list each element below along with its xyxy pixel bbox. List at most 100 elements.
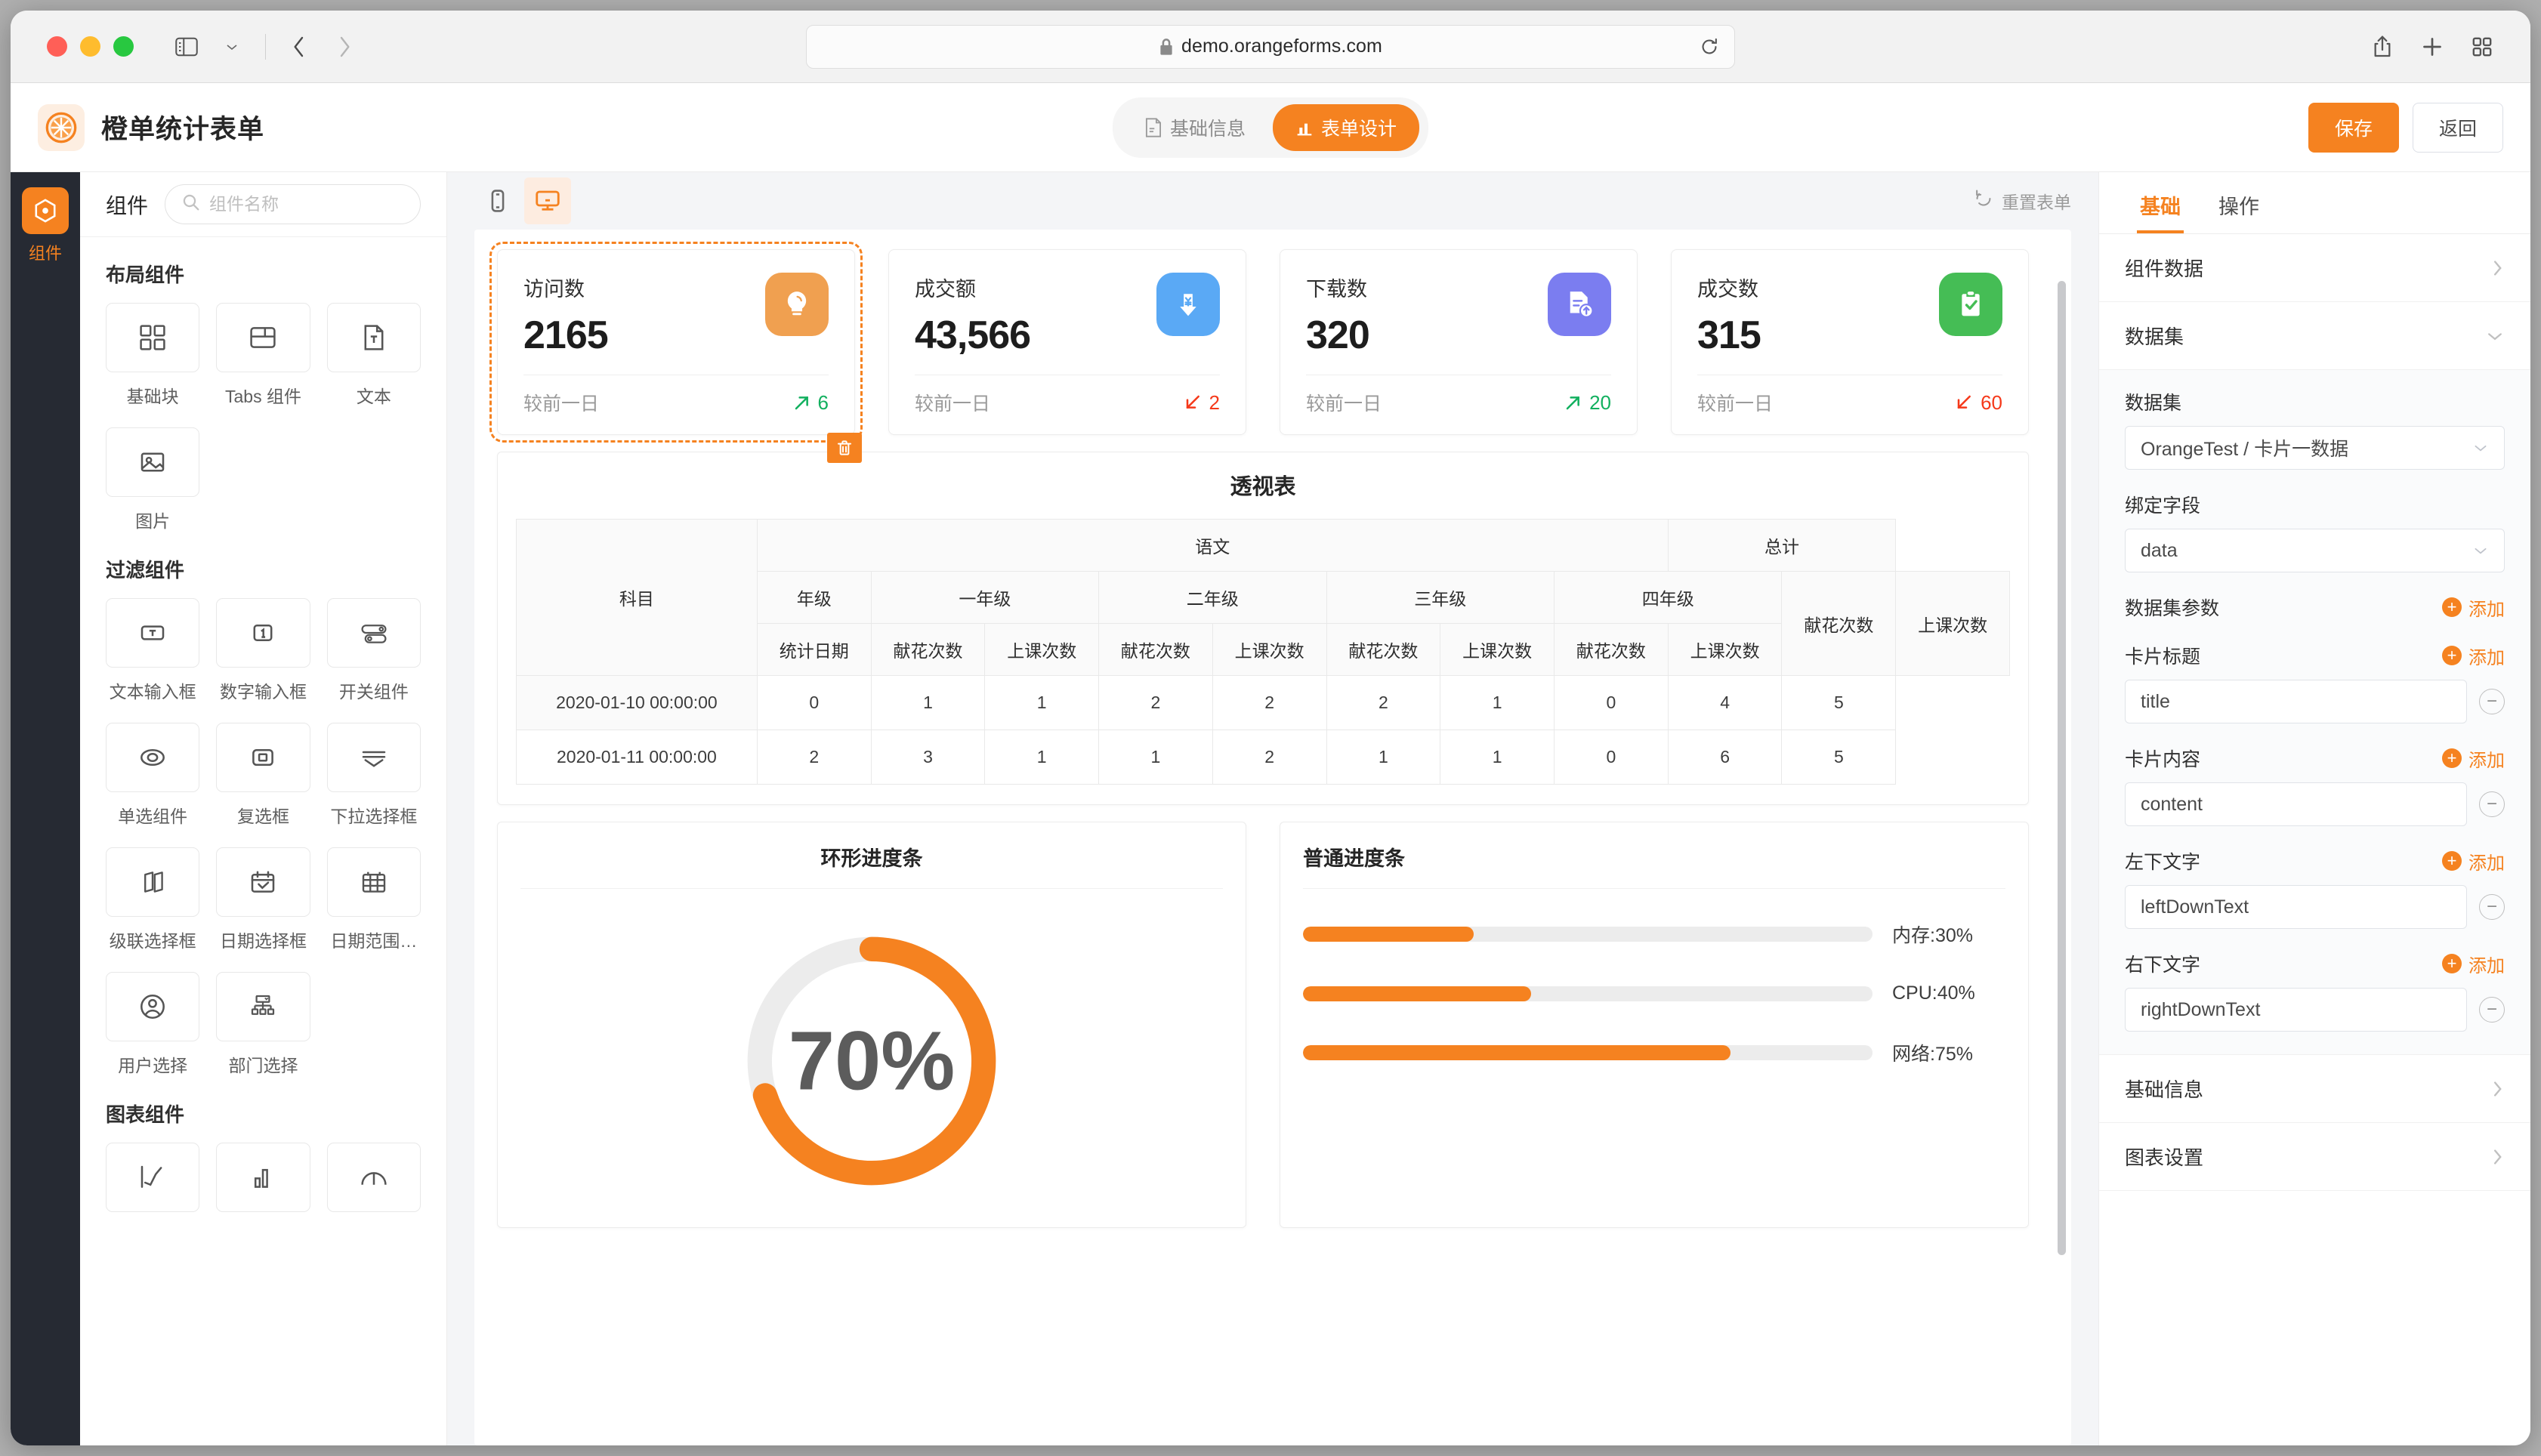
stat-card-visits[interactable]: 访问数 2165 — [489, 242, 863, 463]
add-card-title-button[interactable]: + 添加 — [2442, 643, 2505, 669]
plus-icon[interactable] — [2413, 27, 2452, 66]
component-tile-line-chart[interactable] — [106, 1143, 200, 1222]
pivot-table-body: 2020-01-10 00:00:00 0 1 1 2 2 2 1 0 4 — [516, 675, 2010, 785]
add-left-down-text-button[interactable]: + 添加 — [2442, 848, 2505, 875]
remove-left-down-text-button[interactable]: − — [2479, 894, 2505, 920]
card-title-input[interactable] — [2141, 690, 2451, 713]
component-tile-text-input[interactable]: 文本输入框 — [106, 598, 200, 703]
component-tile-tabs[interactable]: Tabs 组件 — [216, 303, 310, 408]
component-tile-label: 图片 — [135, 511, 171, 531]
pivot-table-block[interactable]: 透视表 科目 语文 总计 年级 一年级 — [497, 452, 2029, 805]
tab-form-design[interactable]: 表单设计 — [1273, 103, 1420, 151]
add-dataset-param-button[interactable]: + 添加 — [2442, 594, 2505, 621]
component-tile-dept-select[interactable]: 部门选择 — [216, 972, 310, 1077]
stat-card-trend: 60 — [1956, 391, 2002, 415]
tab-basic[interactable]: 基础 — [2125, 172, 2196, 233]
chart-component-grid — [106, 1143, 421, 1222]
progress-track — [1303, 986, 1873, 1001]
prop-row-basic-info[interactable]: 基础信息 — [2099, 1055, 2530, 1123]
component-tile-user-select[interactable]: 用户选择 — [106, 972, 200, 1077]
mobile-device-icon[interactable] — [474, 177, 521, 224]
field-card-content: 卡片内容 + 添加 − — [2125, 745, 2505, 826]
prop-row-chart-settings[interactable]: 图表设置 — [2099, 1123, 2530, 1191]
card-content-input[interactable] — [2141, 793, 2451, 816]
dropdown-icon — [326, 723, 421, 792]
tab-overview-icon[interactable] — [2462, 27, 2502, 66]
tab-operations[interactable]: 操作 — [2218, 196, 2259, 218]
remove-right-down-text-button[interactable]: − — [2479, 997, 2505, 1023]
ring-progress-block[interactable]: 环形进度条 70% — [497, 822, 1246, 1228]
text-file-icon — [326, 303, 421, 372]
form-canvas[interactable]: 访问数 2165 — [474, 230, 2071, 1445]
right-down-text-input-wrap[interactable] — [2125, 988, 2467, 1032]
pivot-th: 献花次数 — [1781, 571, 1897, 676]
card-content-input-wrap[interactable] — [2125, 782, 2467, 826]
rail-item-components[interactable]: 组件 — [22, 187, 69, 264]
component-tile-date-picker[interactable]: 日期选择框 — [216, 847, 310, 952]
prop-row-component-data[interactable]: 组件数据 — [2099, 234, 2530, 302]
pivot-cell: 6 — [1667, 730, 1783, 785]
close-window-button[interactable] — [47, 36, 67, 57]
progress-bar-row: CPU:40% — [1303, 982, 2005, 1004]
stat-card-label: 访问数 — [523, 278, 585, 301]
date-range-icon — [326, 847, 421, 917]
forward-arrow-icon[interactable] — [325, 27, 364, 66]
back-arrow-icon[interactable] — [279, 27, 319, 66]
component-tile-label: 文本 — [356, 387, 391, 406]
component-tile-text[interactable]: 文本 — [326, 303, 421, 408]
component-tile-date-range[interactable]: 日期范围… — [326, 847, 421, 952]
pivot-cell: 1 — [1326, 730, 1441, 785]
chevron-down-icon[interactable] — [212, 27, 252, 66]
component-tile-image[interactable]: 图片 — [106, 427, 200, 532]
minimize-window-button[interactable] — [80, 36, 100, 57]
stat-card-turnover[interactable]: 成交额 43,566 — [888, 249, 1246, 435]
left-down-text-input[interactable] — [2141, 896, 2451, 918]
tab-basic-info[interactable]: 基础信息 — [1122, 104, 1268, 151]
progress-label: CPU:40% — [1892, 982, 1975, 1004]
right-down-text-input[interactable] — [2141, 998, 2451, 1021]
address-bar[interactable]: demo.orangeforms.com — [806, 24, 1735, 69]
components-list[interactable]: 布局组件 基础块 — [80, 237, 446, 1445]
component-tile-number-input[interactable]: 数字输入框 — [216, 598, 310, 703]
prop-row-dataset[interactable]: 数据集 — [2099, 302, 2530, 370]
component-tile-cascader[interactable]: 级联选择框 — [106, 847, 200, 952]
reset-form-button[interactable]: 重置表单 — [1974, 188, 2071, 214]
maximize-window-button[interactable] — [113, 36, 134, 57]
component-tile-bar-chart[interactable] — [216, 1143, 310, 1222]
left-down-text-input-wrap[interactable] — [2125, 885, 2467, 929]
stat-card-foot-label: 较前一日 — [915, 393, 991, 415]
pivot-th: 总计 — [1667, 519, 1897, 572]
stat-card-trend-value: 60 — [1981, 390, 2002, 414]
trend-down-icon — [1957, 395, 1971, 409]
remove-card-content-button[interactable]: − — [2479, 791, 2505, 817]
bind-field-select[interactable]: data — [2125, 529, 2505, 572]
stat-card-deals[interactable]: 成交数 315 — [1671, 249, 2029, 435]
component-tile-radio[interactable]: 单选组件 — [106, 723, 200, 828]
component-tile-label: 下拉选择框 — [330, 807, 418, 826]
card-title-input-wrap[interactable] — [2125, 680, 2467, 723]
text-input-icon — [106, 598, 200, 668]
component-tile-dropdown[interactable]: 下拉选择框 — [326, 723, 421, 828]
reload-icon[interactable] — [1700, 37, 1719, 57]
component-tile-gauge-chart[interactable] — [326, 1143, 421, 1222]
stat-card-downloads[interactable]: 下载数 320 — [1280, 249, 1638, 435]
remove-card-title-button[interactable]: − — [2479, 689, 2505, 714]
add-right-down-text-button[interactable]: + 添加 — [2442, 951, 2505, 977]
progress-label: 内存:30% — [1892, 925, 1973, 946]
canvas-scrollbar[interactable] — [2058, 281, 2066, 1255]
component-tile-basic-block[interactable]: 基础块 — [106, 303, 200, 408]
component-search[interactable] — [165, 184, 421, 224]
desktop-device-icon[interactable] — [524, 177, 571, 224]
share-icon[interactable] — [2363, 27, 2402, 66]
sidebar-toggle-icon[interactable] — [167, 27, 206, 66]
bar-progress-block[interactable]: 普通进度条 内存:30% — [1280, 822, 2029, 1228]
component-tile-checkbox[interactable]: 复选框 — [216, 723, 310, 828]
search-input[interactable] — [209, 194, 403, 214]
dataset-select[interactable]: OrangeTest / 卡片一数据 — [2125, 426, 2505, 470]
save-button[interactable]: 保存 — [2308, 102, 2399, 153]
back-button[interactable]: 返回 — [2412, 102, 2503, 153]
delete-card-button[interactable] — [827, 433, 862, 463]
component-tile-switch[interactable]: 开关组件 — [326, 598, 421, 703]
add-card-content-button[interactable]: + 添加 — [2442, 745, 2505, 772]
properties-content[interactable]: 组件数据 数据集 数据集 — [2099, 234, 2530, 1445]
